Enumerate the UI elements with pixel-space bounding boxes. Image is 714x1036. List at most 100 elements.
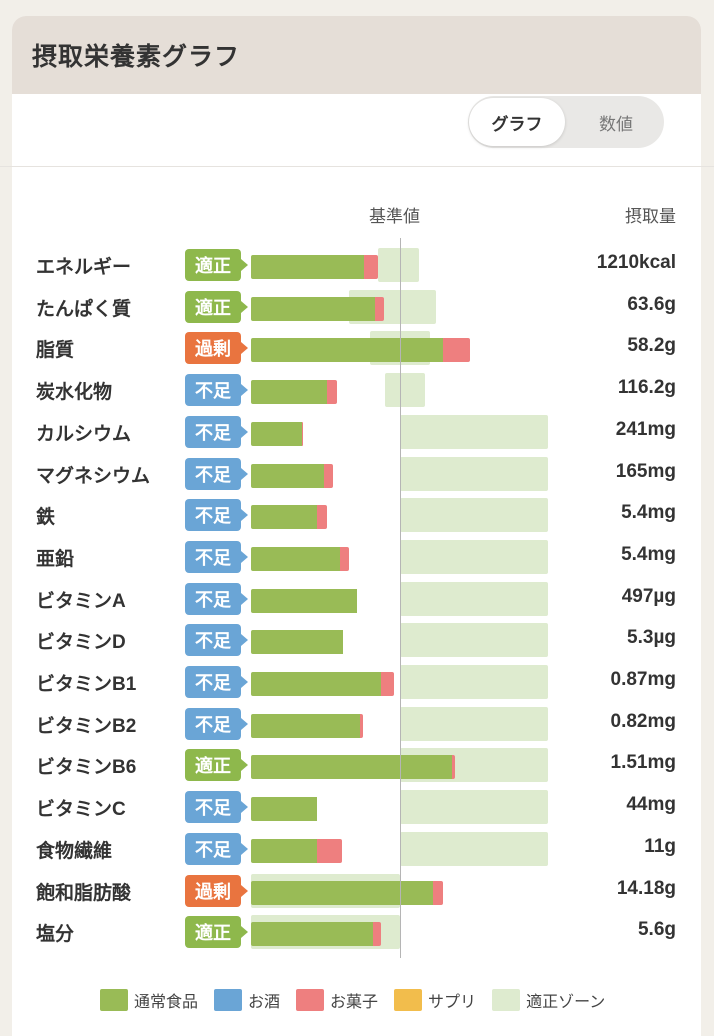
sweets-bar — [359, 713, 363, 738]
intake-amount: 165mg — [615, 460, 676, 482]
status-badge: 不足 — [185, 415, 248, 448]
status-badge: 適正 — [185, 916, 248, 949]
nutrient-name: 食物繊維 — [36, 840, 113, 862]
sweets-bar — [432, 880, 444, 905]
tab-graph[interactable]: グラフ — [469, 98, 565, 146]
nutrient-row: 亜鉛 不足 5.4mg — [0, 537, 714, 579]
legend-swatch — [214, 989, 243, 1011]
food-bar — [251, 463, 324, 488]
intake-amount: 1210kcal — [596, 252, 676, 273]
appropriate-zone — [400, 623, 548, 658]
appropriate-zone — [400, 831, 548, 866]
legend-label: お菓子 — [330, 994, 379, 1011]
food-bar — [251, 421, 302, 446]
nutrient-row: 塩分 適正 5.6g — [0, 912, 714, 954]
sweets-bar — [340, 546, 350, 571]
sweets-bar — [443, 338, 471, 363]
sweets-bar — [364, 255, 378, 279]
legend-item: 適正ゾーン — [492, 988, 605, 1012]
status-badge: 不足 — [185, 707, 248, 740]
sweets-bar — [324, 463, 333, 488]
sweets-bar — [373, 922, 381, 947]
status-badge: 過剰 — [185, 874, 248, 907]
food-bar — [251, 672, 381, 696]
sweets-bar — [374, 296, 384, 321]
food-bar — [251, 755, 453, 780]
status-badge: 不足 — [185, 832, 248, 865]
food-bar — [251, 380, 327, 405]
intake-amount: 116.2g — [617, 377, 676, 399]
sweets-bar — [301, 421, 304, 446]
nutrient-name: マグネシウム — [36, 465, 151, 487]
appropriate-zone — [400, 665, 548, 699]
nutrient-row: カルシウム 不足 241mg — [0, 412, 714, 454]
appropriate-zone — [400, 706, 548, 741]
nutrient-name: 炭水化物 — [36, 382, 113, 404]
appropriate-zone — [400, 790, 548, 825]
status-badge: 適正 — [185, 249, 248, 281]
intake-amount: 0.82mg — [610, 710, 676, 732]
status-badge: 不足 — [185, 666, 248, 698]
appropriate-zone — [377, 248, 420, 282]
food-bar — [251, 505, 317, 530]
food-bar — [251, 255, 365, 279]
appropriate-zone — [400, 498, 548, 533]
intake-amount: 1.51mg — [610, 752, 676, 774]
food-bar — [251, 630, 344, 655]
intake-amount: 63.6g — [627, 293, 676, 315]
legend-label: お酒 — [248, 994, 281, 1011]
nutrient-name: 飽和脂肪酸 — [36, 882, 132, 904]
food-bar — [251, 922, 374, 947]
nutrient-row: 食物繊維 不足 11g — [0, 829, 714, 871]
intake-amount: 5.6g — [637, 919, 676, 941]
view-toggle[interactable]: グラフ 数値 — [468, 96, 664, 148]
nutrient-name: 亜鉛 — [36, 548, 75, 570]
nutrient-row: たんぱく質 適正 63.6g — [0, 287, 714, 329]
food-bar — [251, 797, 317, 822]
status-badge: 過剰 — [185, 332, 248, 365]
food-bar — [251, 880, 433, 905]
nutrient-row: ビタミンD 不足 5.3µg — [0, 620, 714, 662]
nutrient-name: ビタミンC — [36, 799, 126, 821]
reference-line — [400, 238, 401, 958]
sweets-bar — [316, 838, 342, 863]
nutrient-row: 脂質 過剰 58.2g — [0, 328, 714, 370]
nutrient-row: ビタミンA 不足 497µg — [0, 579, 714, 621]
nutrient-name: ビタミンA — [36, 590, 126, 612]
nutrient-row: 鉄 不足 5.4mg — [0, 495, 714, 537]
legend-item: お菓子 — [296, 988, 378, 1012]
status-badge: 不足 — [185, 374, 248, 407]
intake-amount: 241mg — [615, 418, 676, 440]
food-bar — [251, 588, 357, 613]
nutrient-name: ビタミンB1 — [36, 674, 137, 695]
nutrient-row: 炭水化物 不足 116.2g — [0, 370, 714, 412]
nutrient-name: 塩分 — [36, 924, 75, 946]
intake-header: 摂取量 — [625, 207, 676, 226]
nutrient-name: エネルギー — [36, 257, 132, 278]
appropriate-zone — [400, 456, 548, 491]
intake-amount: 11g — [644, 835, 676, 857]
nutrient-name: ビタミンB2 — [36, 715, 137, 737]
intake-amount: 5.4mg — [621, 502, 676, 524]
sweets-bar — [316, 505, 327, 530]
tab-values[interactable]: 数値 — [599, 114, 633, 134]
nutrient-name: ビタミンB6 — [36, 757, 137, 779]
legend-label: 適正ゾーン — [526, 994, 606, 1011]
intake-amount: 58.2g — [627, 335, 676, 357]
sweets-bar — [326, 380, 338, 405]
legend-swatch — [296, 989, 325, 1011]
intake-amount: 497µg — [621, 585, 676, 607]
legend-swatch — [394, 989, 423, 1011]
legend-swatch — [100, 989, 128, 1011]
sweets-bar — [380, 672, 395, 696]
appropriate-zone — [400, 581, 548, 616]
intake-amount: 14.18g — [616, 877, 676, 899]
nutrient-row: エネルギー 適正 1210kcal — [0, 245, 714, 287]
intake-amount: 44mg — [626, 794, 676, 816]
reference-header: 基準値 — [369, 207, 420, 226]
card-header: 摂取栄養素グラフ — [12, 16, 701, 94]
status-badge: 不足 — [185, 582, 248, 615]
sweets-bar — [452, 755, 456, 780]
status-badge: 不足 — [185, 457, 248, 490]
nutrient-name: ビタミンD — [36, 632, 126, 654]
